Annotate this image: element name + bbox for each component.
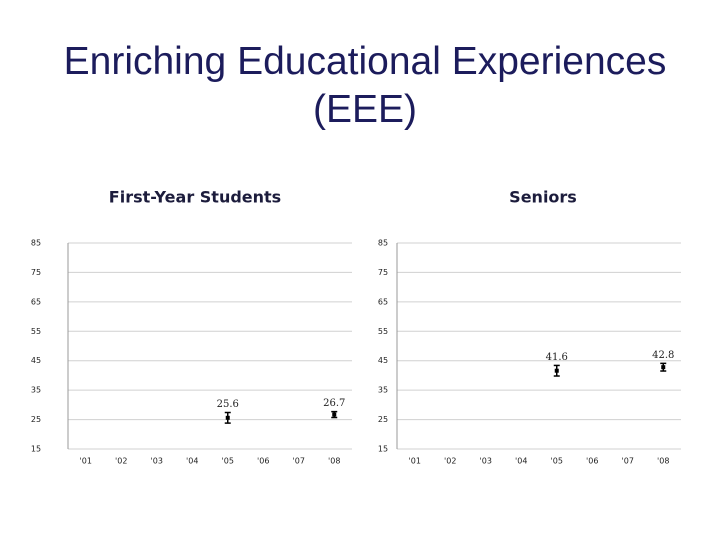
x-tick-label: '06 <box>257 457 269 466</box>
y-tick-label: 65 <box>378 297 388 306</box>
y-tick-label: 35 <box>378 386 388 395</box>
y-tick-label: 65 <box>31 297 41 306</box>
value-label: 41.6 <box>546 352 568 363</box>
x-tick-label: '08 <box>328 457 340 466</box>
y-tick-label: 85 <box>378 239 388 248</box>
y-tick-label: 85 <box>31 239 41 248</box>
value-label: 42.8 <box>652 350 674 361</box>
x-tick-label: '01 <box>409 457 421 466</box>
y-tick-label: 75 <box>378 268 388 277</box>
point <box>661 365 666 370</box>
x-tick-label: '04 <box>515 457 527 466</box>
x-tick-label: '05 <box>222 457 234 466</box>
y-tick-label: 45 <box>31 356 41 365</box>
y-tick-label: 55 <box>378 327 388 336</box>
x-tick-label: '07 <box>622 457 634 466</box>
point <box>332 412 337 417</box>
value-label: 26.7 <box>323 398 345 409</box>
x-tick-label: '04 <box>186 457 198 466</box>
x-tick-label: '05 <box>551 457 563 466</box>
x-tick-label: '01 <box>80 457 92 466</box>
y-tick-label: 25 <box>378 415 388 424</box>
y-tick-label: 35 <box>31 386 41 395</box>
point <box>554 368 559 373</box>
y-tick-label: 75 <box>31 268 41 277</box>
x-tick-label: '03 <box>480 457 492 466</box>
y-tick-label: 25 <box>31 415 41 424</box>
value-label: 25.6 <box>217 399 239 410</box>
x-tick-label: '06 <box>586 457 598 466</box>
point <box>225 415 230 420</box>
y-tick-label: 15 <box>31 445 41 454</box>
y-tick-label: 55 <box>31 327 41 336</box>
x-tick-label: '08 <box>657 457 669 466</box>
chart-title: Seniors <box>509 188 577 207</box>
slide-title: Enriching Educational Experiences (EEE) <box>63 40 667 131</box>
y-tick-label: 45 <box>378 356 388 365</box>
x-tick-label: '02 <box>115 457 127 466</box>
chart-title: First-Year Students <box>109 188 281 207</box>
x-tick-label: '07 <box>293 457 305 466</box>
x-tick-label: '03 <box>151 457 163 466</box>
x-tick-label: '02 <box>444 457 456 466</box>
y-tick-label: 15 <box>378 445 388 454</box>
